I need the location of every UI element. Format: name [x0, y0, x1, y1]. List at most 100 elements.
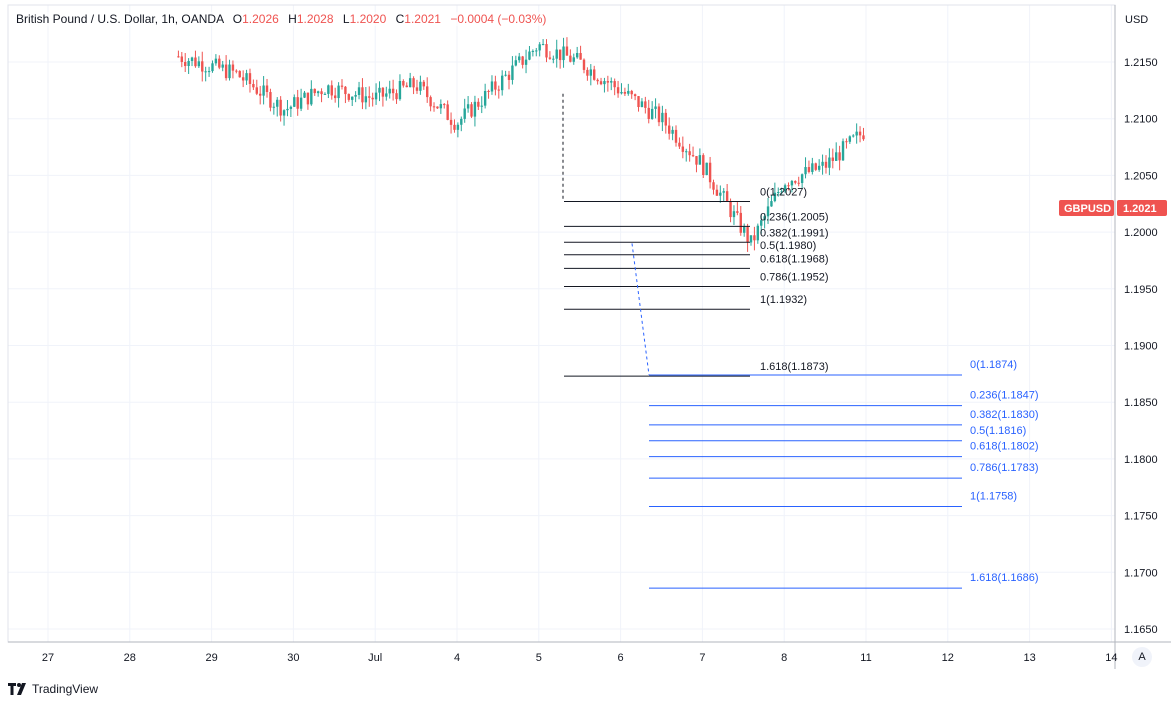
candle-body [446, 104, 449, 120]
tradingview-footer[interactable]: TradingView [8, 678, 98, 700]
candle-body [800, 174, 804, 184]
candle-body [760, 220, 763, 226]
candle-body [824, 161, 828, 168]
time-tick-label: 8 [781, 652, 787, 664]
candle-body [248, 73, 252, 85]
candle-body [763, 216, 766, 221]
candle-body [688, 151, 691, 156]
candle-body [719, 192, 722, 196]
candle-body [545, 44, 548, 58]
candle-body [408, 78, 412, 88]
candle-body [241, 77, 245, 81]
fib-retracement-label: 1(1.1932) [760, 294, 807, 306]
time-tick-label: 30 [287, 652, 299, 664]
price-axis[interactable]: 1.2150 1.2100 1.2050 1.2000 1.1950 1.1900 1.18… [1124, 57, 1158, 636]
candle-body [327, 85, 330, 94]
candle-body [507, 74, 511, 80]
ohlc-close: C1.2021 [395, 12, 441, 26]
candle-body [541, 44, 545, 46]
time-axis[interactable]: 27 28 29 30 Jul 4 5 6 7 8 11 12 13 14 [42, 652, 1118, 664]
candle-body [480, 105, 483, 107]
candle-body [310, 88, 313, 105]
candle-body [807, 167, 811, 172]
candle-body [603, 81, 606, 85]
candle-body [371, 97, 374, 100]
candle-body [333, 95, 337, 99]
candle-body [685, 151, 688, 153]
price-tick-label: 1.1850 [1124, 397, 1158, 409]
candle-body [654, 106, 657, 109]
price-tick-label: 1.1800 [1124, 454, 1158, 466]
symbol-title: British Pound / U.S. Dollar, 1h, OANDA [16, 12, 224, 26]
candle-body [668, 125, 671, 134]
candle-body [552, 58, 555, 60]
candle-body [831, 157, 834, 161]
candle-body [494, 81, 497, 90]
candle-body [531, 50, 535, 52]
candle-body [500, 75, 504, 91]
candle-body [695, 156, 698, 165]
candle-body [497, 89, 500, 91]
candle-body [538, 44, 541, 51]
fib-lines[interactable]: 0(1.2027)0.236(1.2005)0.382(1.1991)0.5(1… [562, 93, 1039, 589]
candle-body [814, 163, 817, 170]
candle-body [630, 90, 633, 95]
candle-body [477, 101, 480, 107]
currency-label: USD [1125, 14, 1148, 26]
candle-body [385, 93, 388, 97]
candle-body [194, 57, 197, 67]
candle-body [224, 64, 228, 79]
candle-body [511, 65, 514, 80]
candle-body [610, 81, 613, 83]
last-price-tag: GBPUSD 1.2021 [1059, 200, 1167, 216]
candle-body [828, 157, 831, 168]
candle-body [770, 201, 773, 207]
candle-body [644, 101, 647, 108]
candle-body [596, 79, 599, 82]
candle-body [453, 124, 456, 130]
candle-body [197, 61, 201, 67]
candle-body [395, 93, 398, 100]
auto-scale-button[interactable]: A [1132, 647, 1152, 667]
fib-extension-label: 0(1.1874) [970, 359, 1017, 371]
candle-body [848, 136, 852, 142]
candle-body [490, 81, 494, 92]
candle-body [177, 56, 180, 58]
candle-body [269, 92, 272, 108]
candle-body [286, 108, 289, 111]
price-tick-label: 1.1750 [1124, 511, 1158, 523]
candle-body [340, 85, 344, 87]
candle-body [231, 64, 235, 71]
ohlc-high: H1.2028 [288, 12, 334, 26]
candle-body [272, 106, 276, 108]
candle-body [221, 64, 224, 68]
candle-body [535, 50, 538, 52]
candle-body [391, 88, 395, 94]
candle-body [620, 92, 623, 94]
time-tick-label: 27 [42, 652, 54, 664]
candle-body [276, 99, 279, 107]
candle-body [678, 142, 681, 147]
candle-body [627, 90, 630, 94]
candle-body [518, 56, 521, 61]
fib-extension-label: 0.786(1.1783) [970, 462, 1039, 474]
candle-body [797, 182, 800, 184]
candle-body [443, 104, 446, 106]
grid-lines [8, 5, 1115, 642]
candle-body [439, 104, 443, 109]
time-tick-label: 7 [699, 652, 705, 664]
candle-body [412, 78, 415, 88]
candle-body [211, 63, 214, 72]
candle-body [422, 81, 425, 87]
candle-body [586, 69, 589, 76]
candle-body [470, 104, 473, 117]
candle-body [521, 56, 524, 65]
candle-body [742, 227, 746, 233]
candle-body [855, 131, 858, 136]
candle-body [852, 135, 855, 137]
candle-body [739, 212, 742, 233]
candle-body [214, 58, 218, 64]
candle-body [555, 49, 558, 59]
